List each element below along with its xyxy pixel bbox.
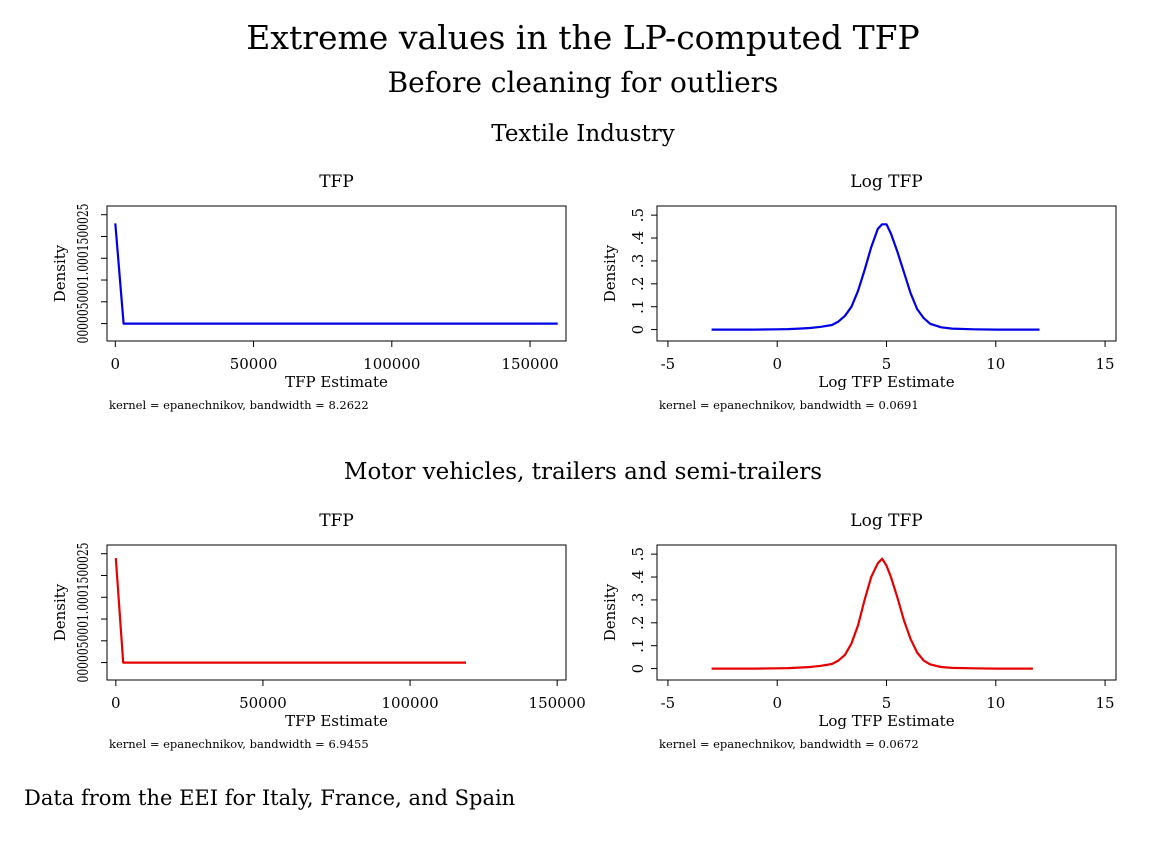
chart-3-note: kernel = epanechnikov, bandwidth = 6.945… bbox=[109, 737, 369, 751]
chart-2-title: Log TFP bbox=[850, 172, 922, 192]
chart-4-xlabel: Log TFP Estimate bbox=[818, 712, 954, 730]
chart-2-xtick-label: 10 bbox=[986, 355, 1005, 373]
chart-2-ytick-label: .4 bbox=[629, 231, 647, 245]
chart-2-xlabel: Log TFP Estimate bbox=[818, 373, 954, 391]
chart-1-xtick-label: 100000 bbox=[363, 355, 420, 373]
chart-4-xtick-label: -5 bbox=[661, 694, 676, 712]
chart-4-ytick-label: 0 bbox=[629, 664, 647, 674]
chart-3-xtick-label: 150000 bbox=[529, 694, 586, 712]
chart-4-ytick-label: .1 bbox=[629, 639, 647, 653]
chart-3-frame bbox=[106, 544, 567, 681]
chart-1-title: TFP bbox=[319, 172, 354, 192]
chart-4-title: Log TFP bbox=[850, 511, 922, 531]
chart-4-xtick-label: 15 bbox=[1096, 694, 1115, 712]
chart-2-density-line bbox=[711, 223, 1040, 331]
chart-1-frame bbox=[106, 205, 567, 342]
chart-1-density-line bbox=[114, 223, 558, 325]
chart-1-xtick-label: 150000 bbox=[501, 355, 558, 373]
chart-1-ylabel: Density bbox=[51, 244, 69, 302]
chart-4-xtick-label: 0 bbox=[772, 694, 782, 712]
chart-1-ytick-labels: 0000050001.0001500025 bbox=[76, 204, 92, 344]
chart-2-xtick-label: -5 bbox=[661, 355, 676, 373]
chart-3-ylabel: Density bbox=[51, 583, 69, 641]
chart-2-xtick-label: 5 bbox=[882, 355, 892, 373]
footer-note: Data from the EEI for Italy, France, and… bbox=[24, 786, 516, 810]
chart-4-note: kernel = epanechnikov, bandwidth = 0.067… bbox=[659, 737, 919, 751]
chart-3-xlabel: TFP Estimate bbox=[285, 712, 388, 730]
chart-2-xtick-label: 0 bbox=[772, 355, 782, 373]
chart-3-title: TFP bbox=[319, 511, 354, 531]
chart-3-xtick-label: 0 bbox=[111, 694, 121, 712]
chart-2-ytick-label: .3 bbox=[629, 254, 647, 268]
chart-3-xtick-label: 100000 bbox=[381, 694, 438, 712]
chart-4-ytick-label: .3 bbox=[629, 593, 647, 607]
chart-1-note: kernel = epanechnikov, bandwidth = 8.262… bbox=[109, 398, 369, 412]
chart-2-note: kernel = epanechnikov, bandwidth = 0.069… bbox=[659, 398, 919, 412]
chart-3-xtick-label: 50000 bbox=[239, 694, 287, 712]
chart-1-xtick-label: 50000 bbox=[230, 355, 278, 373]
chart-4-xtick-label: 10 bbox=[986, 694, 1005, 712]
chart-2-ytick-label: .1 bbox=[629, 300, 647, 314]
chart-2-xtick-label: 15 bbox=[1096, 355, 1115, 373]
chart-3-density-line bbox=[114, 558, 466, 664]
main-subtitle: Before cleaning for outliers bbox=[387, 66, 779, 99]
chart-4-density-line bbox=[711, 557, 1033, 670]
chart-3-ytick-labels: 0000050001.0001500025 bbox=[76, 543, 92, 683]
chart-4-ytick-label: .5 bbox=[629, 547, 647, 561]
chart-4-ylabel: Density bbox=[601, 583, 619, 641]
group-title-textile: Textile Industry bbox=[491, 121, 675, 147]
chart-4-ytick-label: .4 bbox=[629, 570, 647, 584]
chart-4-ytick-label: .2 bbox=[629, 616, 647, 630]
group-title-motor: Motor vehicles, trailers and semi-traile… bbox=[343, 459, 823, 485]
main-title: Extreme values in the LP-computed TFP bbox=[246, 18, 920, 57]
chart-1-xlabel: TFP Estimate bbox=[285, 373, 388, 391]
chart-2-ylabel: Density bbox=[601, 244, 619, 302]
chart-2-ytick-label: .2 bbox=[629, 277, 647, 291]
chart-2-ytick-label: 0 bbox=[629, 325, 647, 335]
chart-2-ytick-label: .5 bbox=[629, 208, 647, 222]
chart-4-xtick-label: 5 bbox=[882, 694, 892, 712]
chart-1-xtick-label: 0 bbox=[111, 355, 121, 373]
